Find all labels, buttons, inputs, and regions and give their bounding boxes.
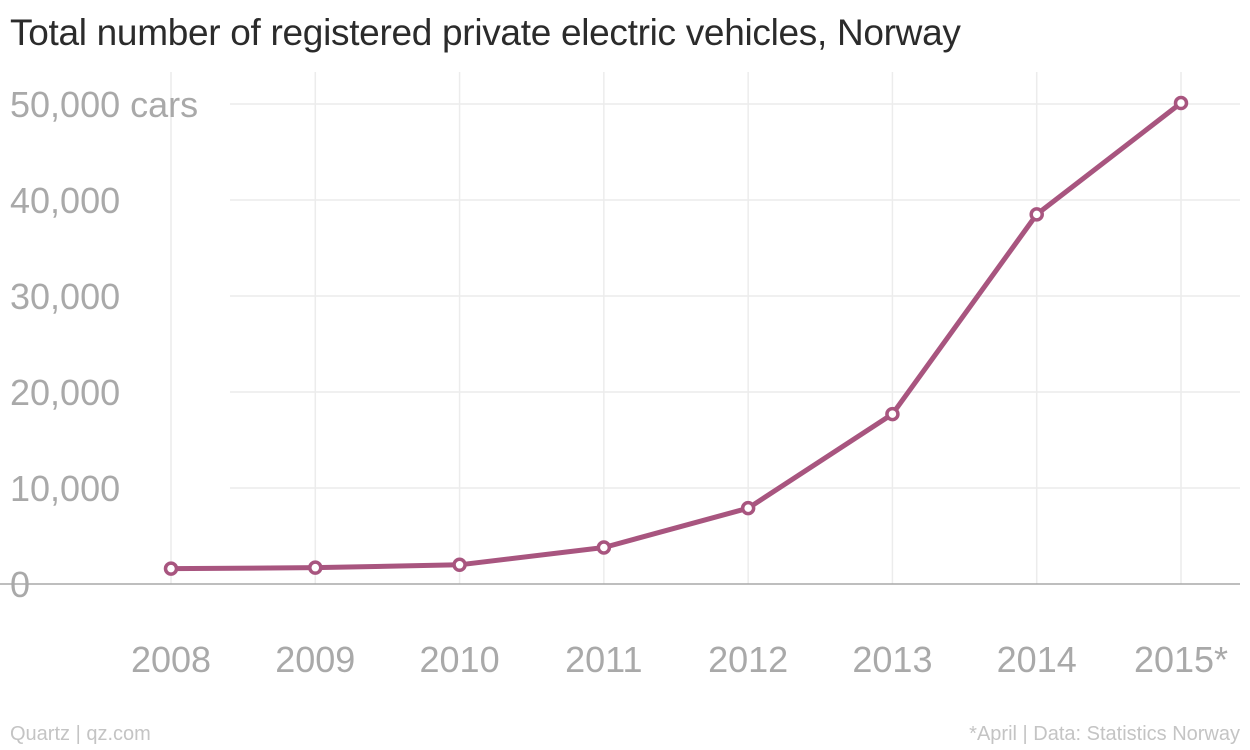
y-tick-label: 40,000 [10,180,120,221]
y-tick-label: 0 [10,564,30,605]
chart-title: Total number of registered private elect… [10,12,961,53]
data-point [1029,207,1044,222]
data-point [596,540,612,555]
x-tick-label: 2011 [565,639,642,680]
source-credit: Quartz | qz.com [10,723,151,745]
y-tick-label: 50,000 cars [10,84,198,125]
data-point [452,557,467,573]
data-point [308,560,323,575]
x-tick-label: 2008 [131,639,211,680]
y-axis-ticks: 0 10,000 20,000 30,000 40,000 50,000 cars [10,84,198,605]
series-line [168,100,1184,572]
line-chart: 0 10,000 20,000 30,000 40,000 50,000 cars 200… [0,72,1240,680]
series-layer [163,95,1189,576]
grid-lines [0,72,1240,585]
data-point [885,406,900,422]
y-tick-label: 30,000 [10,276,120,317]
y-tick-label: 10,000 [10,468,120,509]
x-tick-label: 2010 [420,639,500,680]
data-point [1173,95,1189,111]
x-tick-label: 2013 [852,639,932,680]
x-tick-label: 2009 [275,639,355,680]
x-axis-ticks: 2008 2009 2010 2011 2012 2013 2014 2015* [131,639,1228,680]
x-tick-label: 2012 [708,639,788,680]
x-tick-label: 2014 [997,639,1077,680]
data-note: *April | Data: Statistics Norway [969,723,1240,745]
x-tick-label: 2015* [1134,639,1228,680]
data-point [163,561,179,576]
y-tick-label: 20,000 [10,372,120,413]
data-point [740,500,756,516]
